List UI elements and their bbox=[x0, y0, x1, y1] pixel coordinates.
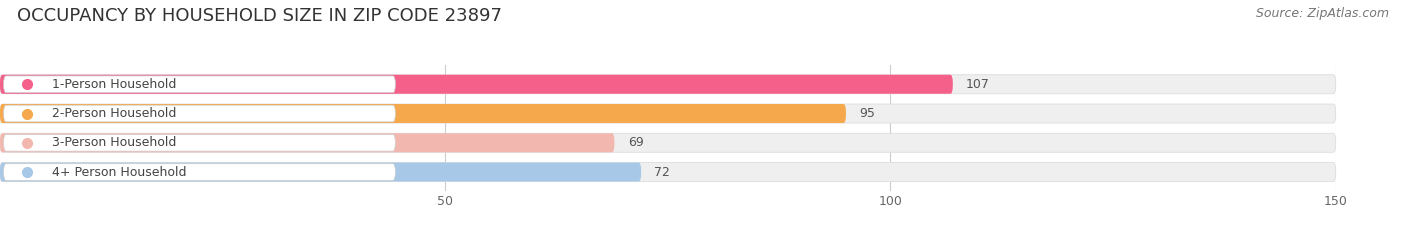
FancyBboxPatch shape bbox=[4, 76, 395, 93]
Text: 2-Person Household: 2-Person Household bbox=[52, 107, 176, 120]
FancyBboxPatch shape bbox=[0, 163, 641, 182]
Text: 95: 95 bbox=[859, 107, 875, 120]
FancyBboxPatch shape bbox=[4, 164, 395, 180]
FancyBboxPatch shape bbox=[0, 75, 1336, 94]
FancyBboxPatch shape bbox=[0, 75, 953, 94]
Text: OCCUPANCY BY HOUSEHOLD SIZE IN ZIP CODE 23897: OCCUPANCY BY HOUSEHOLD SIZE IN ZIP CODE … bbox=[17, 7, 502, 25]
Text: 107: 107 bbox=[966, 78, 990, 91]
Text: 72: 72 bbox=[655, 165, 671, 178]
FancyBboxPatch shape bbox=[0, 133, 614, 152]
FancyBboxPatch shape bbox=[0, 133, 1336, 152]
Text: 4+ Person Household: 4+ Person Household bbox=[52, 165, 186, 178]
FancyBboxPatch shape bbox=[0, 104, 1336, 123]
FancyBboxPatch shape bbox=[0, 163, 1336, 182]
FancyBboxPatch shape bbox=[0, 104, 846, 123]
Text: 3-Person Household: 3-Person Household bbox=[52, 136, 176, 149]
Text: Source: ZipAtlas.com: Source: ZipAtlas.com bbox=[1256, 7, 1389, 20]
FancyBboxPatch shape bbox=[4, 105, 395, 122]
FancyBboxPatch shape bbox=[4, 134, 395, 151]
Text: 69: 69 bbox=[627, 136, 644, 149]
Text: 1-Person Household: 1-Person Household bbox=[52, 78, 176, 91]
